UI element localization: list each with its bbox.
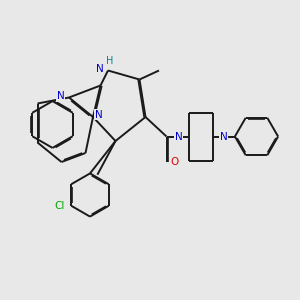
Text: H: H: [106, 56, 113, 66]
Text: O: O: [171, 157, 179, 167]
Text: N: N: [175, 131, 182, 142]
Text: N: N: [94, 110, 102, 120]
Text: N: N: [220, 131, 227, 142]
Text: N: N: [96, 64, 104, 74]
Text: N: N: [57, 91, 64, 101]
Text: Cl: Cl: [55, 201, 65, 211]
